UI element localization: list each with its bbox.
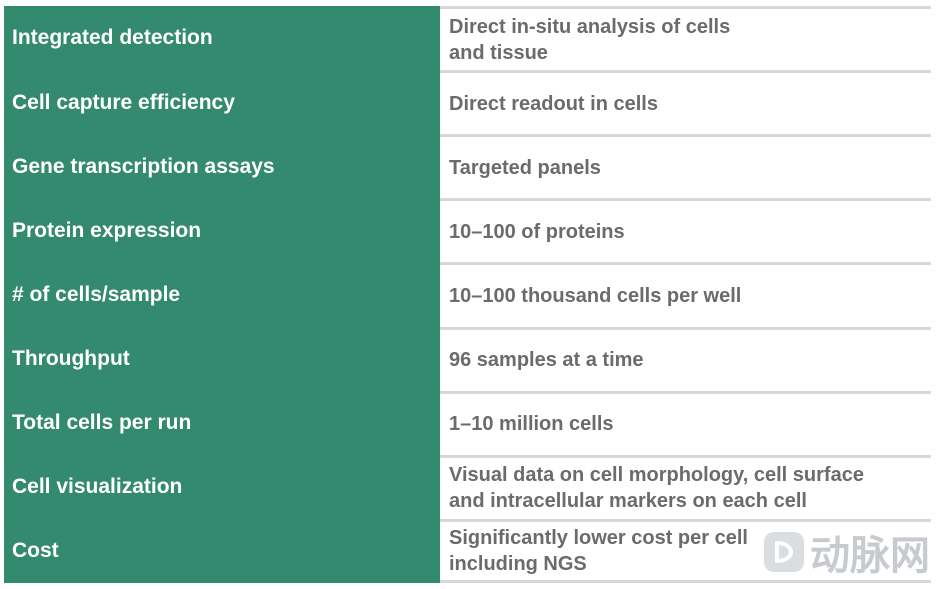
row-label-protein-expression: Protein expression xyxy=(4,198,440,263)
row-value-cell-capture-efficiency: Direct readout in cells xyxy=(440,70,931,135)
row-label-throughput: Throughput xyxy=(4,326,440,391)
cell-text: Direct in-situ analysis of cells and tiss… xyxy=(449,15,731,64)
cell-text: 96 samples at a time xyxy=(449,349,644,372)
comparison-table: Integrated detection Direct in-situ anal… xyxy=(4,6,931,583)
row-label-integrated-detection: Integrated detection xyxy=(4,6,440,71)
cell-text: Targeted panels xyxy=(449,156,601,179)
row-value-protein-expression: 10–100 of proteins xyxy=(440,198,931,263)
row-label-total-cells-per-run: Total cells per run xyxy=(4,390,440,455)
cell-text: 10–100 thousand cells per well xyxy=(449,284,742,307)
row-label-cell-capture-efficiency: Cell capture efficiency xyxy=(4,70,440,135)
cell-text: 10–100 of proteins xyxy=(449,220,625,243)
row-value-cost: Significantly lower cost per cell includi… xyxy=(440,518,931,583)
row-value-total-cells-per-run: 1–10 million cells xyxy=(440,390,931,455)
row-value-integrated-detection: Direct in-situ analysis of cells and tiss… xyxy=(440,6,931,71)
row-label-cell-visualization: Cell visualization xyxy=(4,454,440,519)
cell-text: 1–10 million cells xyxy=(449,413,614,436)
cell-text: Significantly lower cost per cell includi… xyxy=(449,526,748,575)
cell-text: Direct readout in cells xyxy=(449,92,658,115)
cell-text: Visual data on cell morphology, cell sur… xyxy=(449,464,864,513)
row-value-cell-visualization: Visual data on cell morphology, cell sur… xyxy=(440,454,931,519)
row-label-cost: Cost xyxy=(4,518,440,583)
row-value-cells-per-sample: 10–100 thousand cells per well xyxy=(440,262,931,327)
row-label-gene-transcription-assays: Gene transcription assays xyxy=(4,134,440,199)
row-value-throughput: 96 samples at a time xyxy=(440,326,931,391)
row-label-cells-per-sample: # of cells/sample xyxy=(4,262,440,327)
row-value-gene-transcription-assays: Targeted panels xyxy=(440,134,931,199)
